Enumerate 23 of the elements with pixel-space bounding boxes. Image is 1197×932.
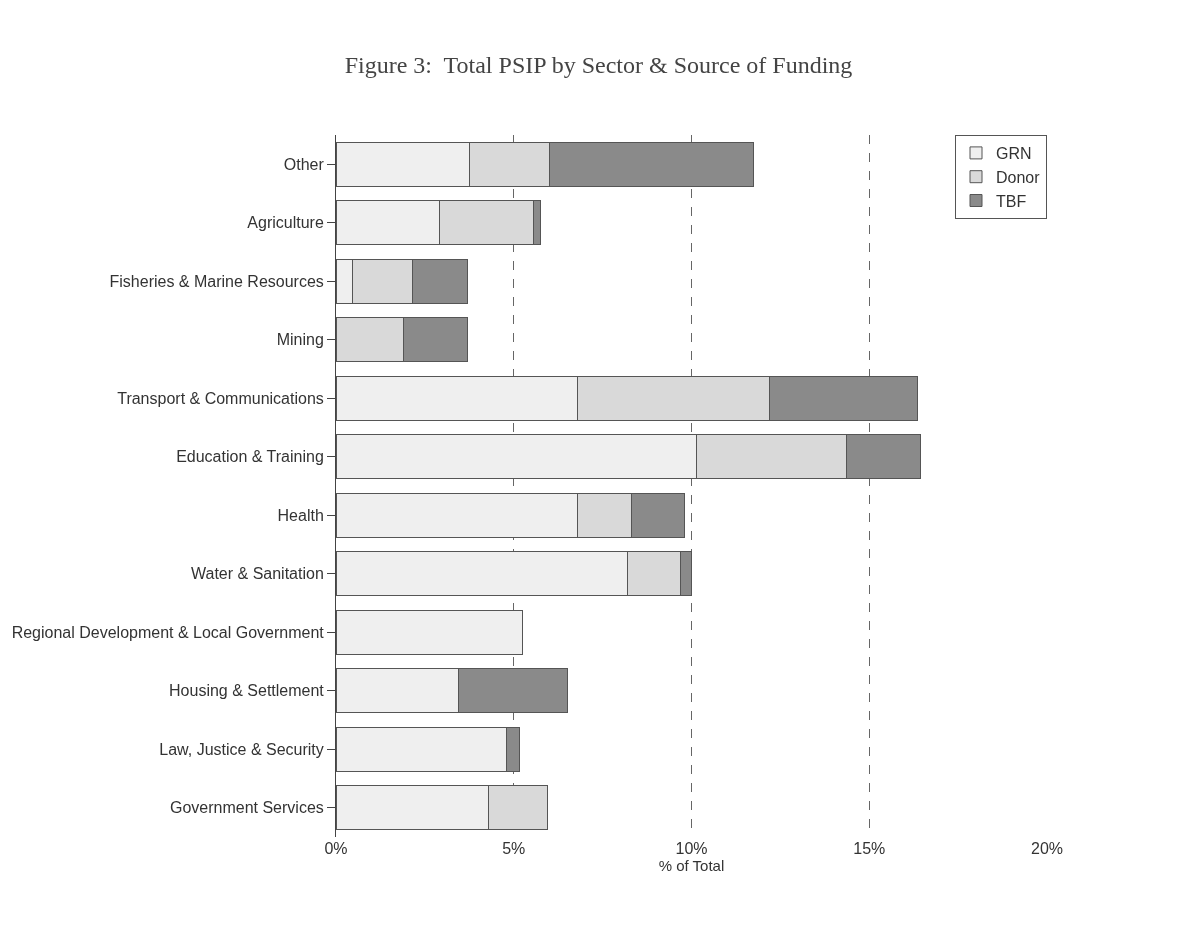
bar — [336, 609, 524, 655]
y-tick-label: Housing & Settlement — [169, 682, 325, 700]
y-tick-label: Fisheries & Marine Resources — [109, 272, 324, 290]
x-tick-label: 20% — [1030, 840, 1064, 857]
x-tick-label: 5% — [502, 840, 526, 857]
x-tick-label: 10% — [675, 840, 708, 857]
y-tick-label: Education & Training — [176, 448, 324, 466]
chart-title: Figure 3: Total PSIP by Sector & Source of Funding — [344, 51, 853, 78]
y-tick-label: Regional Development & Local Government — [11, 623, 325, 641]
y-tick-label: Transport & Communications — [117, 389, 324, 407]
y-tick-label: Agriculture — [247, 214, 324, 232]
x-tick-label: 0% — [324, 840, 348, 857]
y-tick-label: Law, Justice & Security — [159, 740, 324, 758]
y-tick-label: Government Services — [169, 799, 324, 817]
x-tick-label: 15% — [853, 840, 886, 857]
y-tick-label: Mining — [276, 331, 324, 349]
y-tick-label: Health — [277, 506, 324, 524]
legend-label: GRN — [996, 145, 1032, 163]
legend-label: TBF — [996, 192, 1027, 210]
y-tick-label: Other — [283, 155, 325, 173]
x-axis-title: % of Total — [658, 857, 725, 874]
legend-label: Donor — [996, 168, 1041, 186]
y-tick-label: Water & Sanitation — [190, 565, 324, 583]
